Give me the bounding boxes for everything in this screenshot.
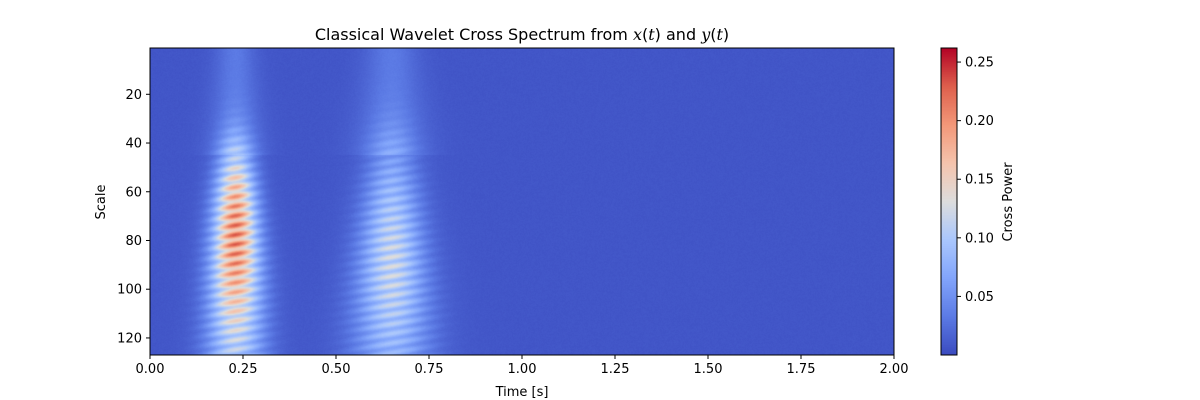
colorbar-label: Cross Power [1001,162,1016,242]
x-tick-label: 2.00 [880,362,909,377]
y-tick-label: 80 [125,234,142,249]
x-axis: 0.00 0.25 0.50 0.75 1.00 1.25 1.50 1.75 2.00 [136,355,909,377]
chart-title: Classical Wavelet Cross Spectrum from x(… [315,25,729,44]
y-axis: 20 40 60 80 100 120 [117,88,150,346]
y-axis-label: Scale [94,185,109,220]
colorbar-tick-label: 0.15 [965,173,994,188]
y-tick-label: 60 [125,185,142,200]
title-part-5: ) and [655,25,702,44]
x-tick-label: 0.00 [136,362,165,377]
title-part-8: t [716,25,723,44]
x-tick-label: 1.75 [787,362,816,377]
colorbar-tick-label: 0.25 [965,56,994,71]
colorbar-tick-label: 0.20 [965,114,994,129]
colorbar-frame [940,47,958,356]
x-tick-label: 0.25 [229,362,258,377]
y-tick-label: 20 [125,88,142,103]
x-axis-label: Time [s] [495,385,549,400]
x-tick-label: 1.00 [508,362,537,377]
x-tick-label: 1.50 [694,362,723,377]
heatmap-area [150,48,894,355]
x-tick-label: 0.50 [322,362,351,377]
title-part-3: ( [642,25,648,44]
title-part-6: y [700,25,711,44]
y-tick-label: 120 [117,331,142,346]
title-part-7: ( [710,25,716,44]
y-tick-label: 100 [117,283,142,298]
colorbar-tick-label: 0.10 [965,231,994,246]
colorbar-tick-label: 0.05 [965,290,994,305]
title-part-9: ) [723,25,729,44]
x-tick-label: 1.25 [601,362,630,377]
colorbar-axis: 0.05 0.10 0.15 0.20 0.25 [957,56,994,305]
title-part-4: t [648,25,655,44]
title-part-1: Classical Wavelet Cross Spectrum from [315,25,633,44]
title-part-2: x [633,25,642,44]
y-tick-label: 40 [125,137,142,152]
heatmap-canvas [150,48,894,355]
colorbar-area [941,48,957,355]
x-tick-label: 0.75 [415,362,444,377]
colorbar-canvas [941,48,957,355]
